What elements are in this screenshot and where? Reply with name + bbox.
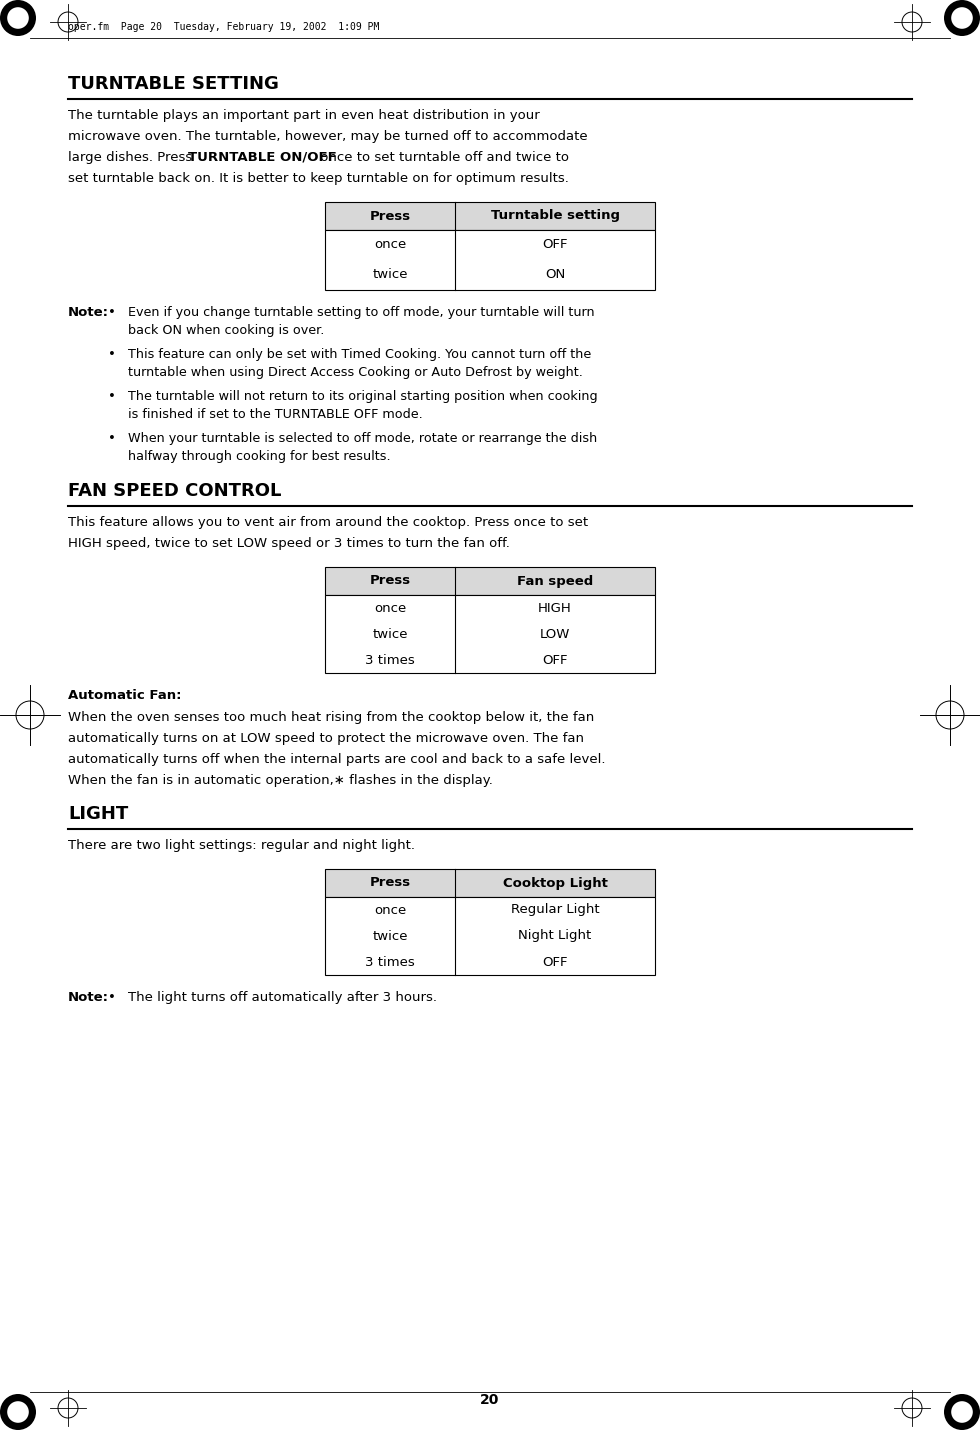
Text: Note:: Note: bbox=[68, 306, 109, 319]
Text: Regular Light: Regular Light bbox=[511, 904, 600, 917]
Text: automatically turns on at LOW speed to protect the microwave oven. The fan: automatically turns on at LOW speed to p… bbox=[68, 732, 584, 745]
Bar bbox=[325, 202, 655, 230]
Text: Cooktop Light: Cooktop Light bbox=[503, 877, 608, 889]
Circle shape bbox=[7, 1401, 28, 1423]
Text: •: • bbox=[108, 306, 116, 319]
Text: OFF: OFF bbox=[542, 955, 567, 968]
Text: LIGHT: LIGHT bbox=[68, 805, 128, 824]
Text: When your turntable is selected to off mode, rotate or rearrange the dish
halfwa: When your turntable is selected to off m… bbox=[128, 432, 597, 463]
Text: once: once bbox=[374, 904, 406, 917]
Text: large dishes. Press: large dishes. Press bbox=[68, 152, 197, 164]
Text: The turntable will not return to its original starting position when cooking
is : The turntable will not return to its ori… bbox=[128, 390, 598, 420]
Text: This feature allows you to vent air from around the cooktop. Press once to set: This feature allows you to vent air from… bbox=[68, 516, 588, 529]
Text: Turntable setting: Turntable setting bbox=[491, 210, 619, 223]
Text: twice: twice bbox=[372, 269, 408, 282]
Text: •: • bbox=[108, 390, 116, 403]
Text: •: • bbox=[108, 347, 116, 360]
Text: Fan speed: Fan speed bbox=[516, 575, 593, 588]
Circle shape bbox=[0, 1394, 36, 1430]
Circle shape bbox=[952, 7, 973, 29]
Text: LOW: LOW bbox=[540, 628, 570, 641]
Text: HIGH speed, twice to set LOW speed or 3 times to turn the fan off.: HIGH speed, twice to set LOW speed or 3 … bbox=[68, 538, 510, 551]
Text: FAN SPEED CONTROL: FAN SPEED CONTROL bbox=[68, 482, 281, 500]
Text: once: once bbox=[374, 239, 406, 252]
Text: HIGH: HIGH bbox=[538, 602, 572, 615]
Text: OFF: OFF bbox=[542, 239, 567, 252]
Circle shape bbox=[0, 0, 36, 36]
Text: once: once bbox=[374, 602, 406, 615]
Circle shape bbox=[952, 1401, 973, 1423]
Text: TURNTABLE ON/OFF: TURNTABLE ON/OFF bbox=[188, 152, 337, 164]
Text: Press: Press bbox=[369, 575, 411, 588]
Text: This feature can only be set with Timed Cooking. You cannot turn off the
turntab: This feature can only be set with Timed … bbox=[128, 347, 591, 379]
Circle shape bbox=[7, 7, 28, 29]
Text: Press: Press bbox=[369, 877, 411, 889]
Text: set turntable back on. It is better to keep turntable on for optimum results.: set turntable back on. It is better to k… bbox=[68, 172, 568, 184]
Circle shape bbox=[944, 0, 980, 36]
Text: TURNTABLE SETTING: TURNTABLE SETTING bbox=[68, 74, 279, 93]
Bar bbox=[325, 230, 655, 290]
Text: There are two light settings: regular and night light.: There are two light settings: regular an… bbox=[68, 839, 415, 852]
Text: 20: 20 bbox=[480, 1393, 500, 1407]
Text: •: • bbox=[108, 991, 116, 1004]
Text: automatically turns off when the internal parts are cool and back to a safe leve: automatically turns off when the interna… bbox=[68, 754, 606, 766]
Text: 3 times: 3 times bbox=[366, 955, 415, 968]
Text: When the oven senses too much heat rising from the cooktop below it, the fan: When the oven senses too much heat risin… bbox=[68, 711, 594, 724]
Text: Press: Press bbox=[369, 210, 411, 223]
Text: twice: twice bbox=[372, 628, 408, 641]
Circle shape bbox=[944, 1394, 980, 1430]
Text: 3 times: 3 times bbox=[366, 654, 415, 666]
Text: microwave oven. The turntable, however, may be turned off to accommodate: microwave oven. The turntable, however, … bbox=[68, 130, 588, 143]
Text: twice: twice bbox=[372, 930, 408, 942]
Text: When the fan is in automatic operation,∗ flashes in the display.: When the fan is in automatic operation,∗… bbox=[68, 774, 493, 786]
Text: once to set turntable off and twice to: once to set turntable off and twice to bbox=[316, 152, 569, 164]
Text: The turntable plays an important part in even heat distribution in your: The turntable plays an important part in… bbox=[68, 109, 540, 122]
Text: OFF: OFF bbox=[542, 654, 567, 666]
Text: oper.fm  Page 20  Tuesday, February 19, 2002  1:09 PM: oper.fm Page 20 Tuesday, February 19, 20… bbox=[68, 21, 379, 31]
Bar bbox=[325, 568, 655, 595]
Bar bbox=[325, 869, 655, 897]
Text: ON: ON bbox=[545, 269, 565, 282]
Bar bbox=[325, 595, 655, 674]
Text: Automatic Fan:: Automatic Fan: bbox=[68, 689, 181, 702]
Text: •: • bbox=[108, 432, 116, 445]
Bar bbox=[325, 897, 655, 975]
Text: Night Light: Night Light bbox=[518, 930, 592, 942]
Text: The light turns off automatically after 3 hours.: The light turns off automatically after … bbox=[128, 991, 437, 1004]
Text: Note:: Note: bbox=[68, 991, 109, 1004]
Text: Even if you change turntable setting to off mode, your turntable will turn
back : Even if you change turntable setting to … bbox=[128, 306, 595, 337]
